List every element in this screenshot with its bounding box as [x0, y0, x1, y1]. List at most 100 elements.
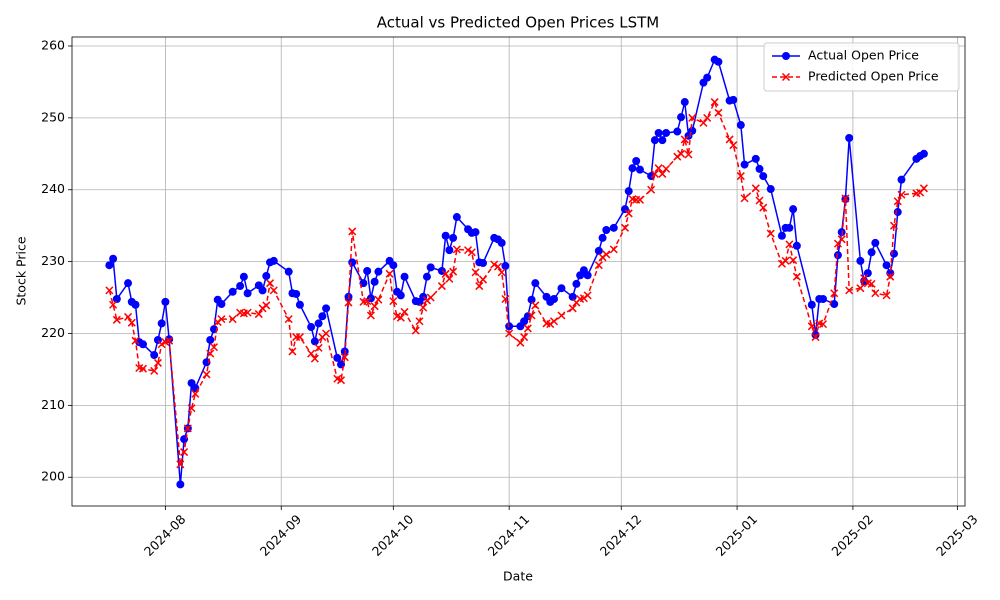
point-marker	[568, 304, 577, 313]
point-marker	[789, 256, 798, 265]
point-marker	[856, 256, 865, 265]
point-marker	[520, 333, 529, 342]
point-marker	[863, 269, 872, 278]
point-marker	[782, 52, 790, 60]
point-marker	[867, 279, 876, 288]
point-marker	[262, 271, 271, 280]
point-marker	[549, 294, 558, 303]
series-line	[108, 100, 925, 465]
point-marker	[632, 156, 641, 165]
point-marker	[624, 209, 633, 218]
point-marker	[464, 246, 473, 255]
point-marker	[187, 404, 196, 413]
point-marker	[516, 338, 525, 347]
point-marker	[105, 286, 114, 295]
point-marker	[594, 261, 603, 270]
point-marker	[475, 282, 484, 291]
point-marker	[680, 98, 689, 107]
point-marker	[736, 121, 745, 130]
point-marker	[153, 358, 162, 367]
point-marker	[157, 319, 166, 328]
point-marker	[602, 225, 611, 234]
point-marker	[893, 197, 902, 206]
point-marker	[284, 315, 293, 324]
point-marker	[206, 335, 215, 344]
point-marker	[258, 286, 267, 295]
point-marker	[594, 246, 603, 255]
point-marker	[710, 98, 719, 107]
point-marker	[112, 315, 121, 324]
point-marker	[583, 271, 592, 280]
point-marker	[389, 297, 398, 306]
point-marker	[673, 127, 682, 136]
point-marker	[688, 126, 697, 135]
x-tick-label: 2025-02	[828, 512, 876, 560]
point-marker	[624, 187, 633, 196]
point-marker	[830, 300, 839, 309]
point-marker	[819, 294, 828, 303]
x-tick-label: 2025-01	[713, 512, 761, 560]
point-marker	[441, 269, 450, 278]
point-marker	[396, 291, 405, 300]
point-marker	[124, 312, 133, 321]
point-marker	[751, 154, 760, 163]
point-marker	[344, 298, 353, 307]
point-marker	[781, 72, 791, 82]
point-marker	[254, 310, 263, 319]
point-marker	[807, 322, 816, 331]
point-marker	[609, 223, 618, 232]
point-marker	[751, 184, 760, 193]
y-tick-label: 230	[41, 253, 65, 268]
point-marker	[598, 233, 607, 242]
point-marker	[841, 194, 850, 203]
point-marker	[452, 213, 461, 222]
point-marker	[150, 366, 159, 375]
point-marker	[370, 277, 379, 286]
point-marker	[422, 272, 431, 281]
point-marker	[131, 336, 140, 345]
plot-frame	[71, 36, 966, 507]
point-marker	[699, 118, 708, 127]
point-marker	[919, 149, 928, 158]
point-marker	[867, 248, 876, 257]
point-marker	[531, 279, 540, 288]
point-marker	[650, 136, 659, 145]
point-marker	[366, 311, 375, 320]
x-tick-label: 2024-10	[369, 511, 417, 559]
point-marker	[897, 190, 906, 199]
point-marker	[766, 185, 775, 194]
chart-title: Actual vs Predicted Open Prices LSTM	[377, 14, 659, 32]
point-marker	[635, 195, 644, 204]
point-marker	[243, 289, 252, 298]
point-marker	[736, 172, 745, 181]
point-marker	[628, 164, 637, 173]
point-marker	[886, 272, 895, 281]
point-marker	[785, 223, 794, 232]
grid: 200 210 220 230 240 250 260 2024-08 2024-09 2024-…	[41, 37, 981, 560]
point-marker	[340, 353, 349, 362]
point-marker	[527, 311, 536, 320]
point-marker	[557, 311, 566, 320]
point-marker	[729, 141, 738, 150]
point-marker	[180, 448, 189, 457]
point-marker	[527, 295, 536, 304]
x-tick-label: 2024-09	[257, 511, 305, 559]
point-marker	[684, 150, 693, 159]
point-marker	[191, 389, 200, 398]
point-marker	[105, 261, 114, 270]
point-marker	[792, 241, 801, 250]
point-marker	[837, 235, 846, 244]
point-marker	[415, 317, 424, 326]
plot-marks	[105, 55, 928, 489]
point-marker	[322, 329, 331, 338]
point-marker	[703, 73, 712, 82]
point-marker	[845, 133, 854, 142]
point-marker	[310, 354, 319, 363]
point-marker	[370, 302, 379, 311]
point-marker	[426, 263, 435, 272]
point-marker	[400, 307, 409, 316]
point-marker	[871, 289, 880, 298]
point-marker	[501, 294, 510, 304]
point-marker	[856, 284, 865, 293]
point-marker	[124, 279, 133, 288]
